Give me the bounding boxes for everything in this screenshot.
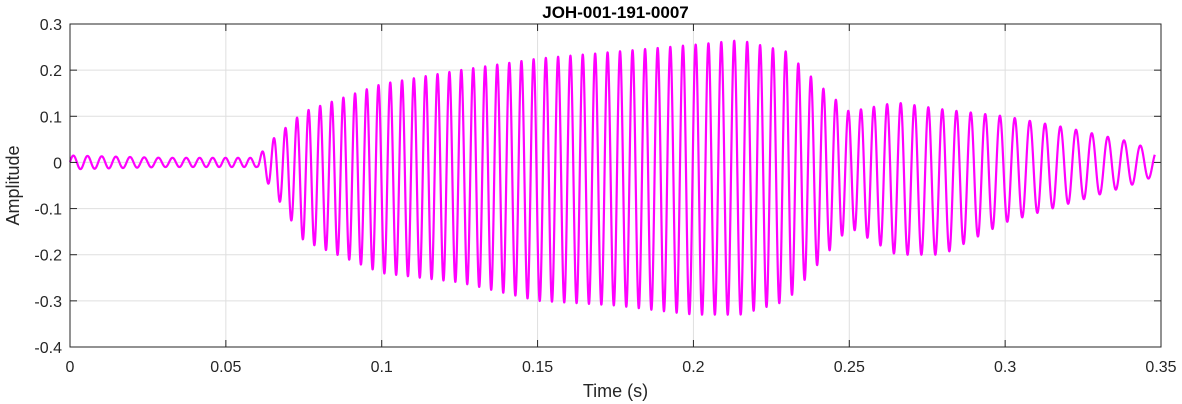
x-tick-label: 0.35 xyxy=(1145,359,1176,376)
x-tick-label: 0.05 xyxy=(210,359,241,376)
x-tick-label: 0.3 xyxy=(994,359,1016,376)
y-tick-label: 0.1 xyxy=(40,109,62,126)
tick-marks xyxy=(69,23,1162,348)
x-tick-label: 0.15 xyxy=(522,359,553,376)
x-tick-label: 0 xyxy=(66,359,75,376)
x-axis-label: Time (s) xyxy=(583,381,648,401)
y-tick-label: -0.1 xyxy=(34,202,62,219)
y-tick-label: -0.4 xyxy=(34,340,62,357)
y-tick-label: 0 xyxy=(53,155,62,172)
waveform-line xyxy=(68,39,1156,316)
x-tick-label: 0.2 xyxy=(682,359,704,376)
x-tick-labels: 0 0.05 0.1 0.15 0.2 0.25 0.3 0.35 xyxy=(66,359,1177,376)
y-tick-label: 0.3 xyxy=(40,17,62,34)
chart-title: JOH-001-191-0007 xyxy=(542,3,688,22)
y-tick-label: -0.2 xyxy=(34,248,62,265)
y-tick-labels: -0.4 -0.3 -0.2 -0.1 0 0.1 0.2 0.3 xyxy=(34,17,62,357)
x-tick-label: 0.25 xyxy=(834,359,865,376)
y-tick-label: -0.3 xyxy=(34,294,62,311)
y-axis-label: Amplitude xyxy=(3,145,23,225)
y-tick-label: 0.2 xyxy=(40,63,62,80)
axes-box xyxy=(69,23,1162,348)
x-tick-label: 0.1 xyxy=(371,359,393,376)
